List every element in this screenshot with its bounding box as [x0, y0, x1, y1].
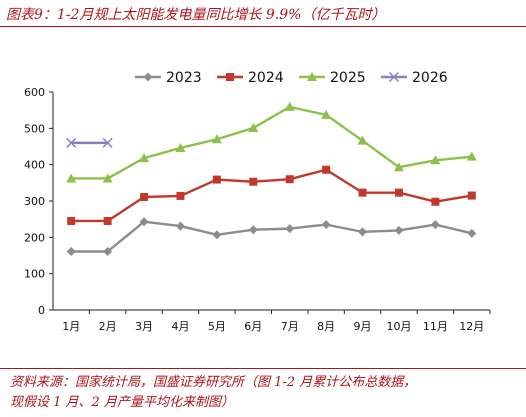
data-point-2026 — [102, 137, 113, 148]
legend-swatch-marker — [307, 72, 317, 81]
legend-label: 2024 — [248, 70, 284, 86]
data-point-2024 — [67, 216, 76, 225]
source-line-2: 现假设 1 月、2 月产量平均化来制图） — [10, 395, 234, 410]
x-tick-label: 9月 — [354, 320, 372, 333]
x-tick-label: 11月 — [423, 320, 448, 333]
source-line-1: 资料来源：国家统计局，国盛证券研究所（图 1-2 月累计公布总数据， — [10, 375, 417, 390]
data-point-2025 — [211, 134, 222, 144]
legend-label: 2025 — [330, 70, 366, 86]
series-line-2023 — [71, 220, 473, 253]
x-tick-label: 10月 — [386, 320, 411, 333]
data-point-2024 — [176, 191, 185, 200]
chart-axes — [52, 92, 490, 311]
data-point-2025 — [248, 122, 259, 132]
legend-label: 2023 — [166, 70, 202, 86]
data-point-2023 — [358, 227, 368, 237]
y-axis-ticks: 0 100 200 300 400 500 600 — [24, 86, 53, 317]
chart-legend: 2023 2024 2025 2026 — [135, 70, 448, 86]
series-line-2025 — [71, 105, 472, 180]
source-divider — [0, 368, 526, 369]
source-note: 资料来源：国家统计局，国盛证券研究所（图 1-2 月累计公布总数据， 现假设 1… — [10, 373, 520, 413]
data-point-2025 — [466, 151, 477, 161]
legend-item-2023: 2023 — [135, 70, 202, 86]
x-tick-label: 3月 — [135, 320, 153, 333]
data-point-2025 — [139, 153, 150, 163]
data-point-2024 — [358, 188, 367, 197]
x-tick-label: 2月 — [99, 320, 117, 333]
legend-item-2025: 2025 — [299, 70, 366, 86]
x-marker-stroke — [102, 137, 113, 148]
data-point-2023 — [139, 217, 149, 227]
x-tick-label: 8月 — [317, 320, 335, 333]
legend-item-2024: 2024 — [217, 70, 284, 86]
figure-title: 图表9：1-2月规上太阳能发电量同比增长 9.9%（亿千瓦时） — [6, 7, 386, 23]
x-tick-label: 7月 — [281, 320, 299, 333]
x-tick-label: 4月 — [171, 320, 189, 333]
series-2026 — [66, 137, 113, 148]
x-marker-stroke — [66, 137, 77, 148]
x-marker-stroke — [388, 71, 400, 83]
y-tick-label: 600 — [24, 86, 45, 99]
series-line-2024 — [71, 168, 472, 223]
data-point-2023 — [394, 225, 404, 235]
chart-series — [66, 101, 477, 257]
x-axis-ticks: 1月 2月 3月 4月 5月 6月 7月 8月 9月 10月 11月 12月 — [62, 310, 491, 333]
data-point-2023 — [175, 221, 185, 231]
data-point-2025 — [284, 101, 295, 111]
y-tick-label: 400 — [24, 159, 45, 172]
y-tick-label: 300 — [24, 195, 45, 208]
data-point-2024 — [431, 197, 440, 206]
series-2023 — [66, 217, 477, 257]
data-point-2024 — [467, 191, 476, 200]
data-point-2024 — [212, 175, 221, 184]
data-point-2023 — [66, 247, 76, 257]
x-tick-label: 5月 — [208, 320, 226, 333]
legend-item-2026: 2026 — [381, 70, 448, 86]
data-point-2025 — [102, 173, 113, 183]
data-point-2023 — [212, 230, 222, 240]
y-tick-label: 100 — [24, 268, 45, 281]
legend-swatch-marker — [388, 71, 400, 83]
x-tick-label: 12月 — [459, 320, 484, 333]
y-tick-label: 200 — [24, 231, 45, 244]
y-tick-label: 0 — [38, 304, 45, 317]
legend-swatch-marker — [143, 72, 153, 82]
data-point-2025 — [66, 173, 77, 183]
data-point-2025 — [175, 142, 186, 152]
y-tick-label: 500 — [24, 122, 45, 135]
data-point-2023 — [321, 220, 331, 230]
data-point-2024 — [103, 216, 112, 225]
data-point-2025 — [430, 155, 441, 165]
legend-label: 2026 — [412, 70, 448, 86]
x-tick-label: 6月 — [244, 320, 262, 333]
data-point-2025 — [357, 135, 368, 145]
data-point-2025 — [321, 109, 332, 119]
series-2024 — [67, 165, 476, 225]
data-point-2026 — [66, 137, 77, 148]
data-point-2023 — [103, 247, 113, 257]
data-point-2024 — [285, 175, 294, 184]
data-point-2024 — [249, 177, 258, 186]
data-point-2023 — [285, 224, 295, 234]
data-point-2024 — [140, 193, 149, 202]
title-divider — [0, 26, 526, 27]
data-point-2025 — [393, 162, 404, 172]
data-point-2023 — [467, 228, 477, 238]
data-point-2024 — [322, 165, 331, 174]
data-point-2023 — [430, 220, 440, 230]
x-tick-label: 1月 — [62, 320, 80, 333]
legend-swatch-marker — [226, 73, 234, 81]
data-point-2024 — [394, 188, 403, 197]
series-2025 — [66, 101, 477, 183]
data-point-2023 — [248, 225, 258, 235]
